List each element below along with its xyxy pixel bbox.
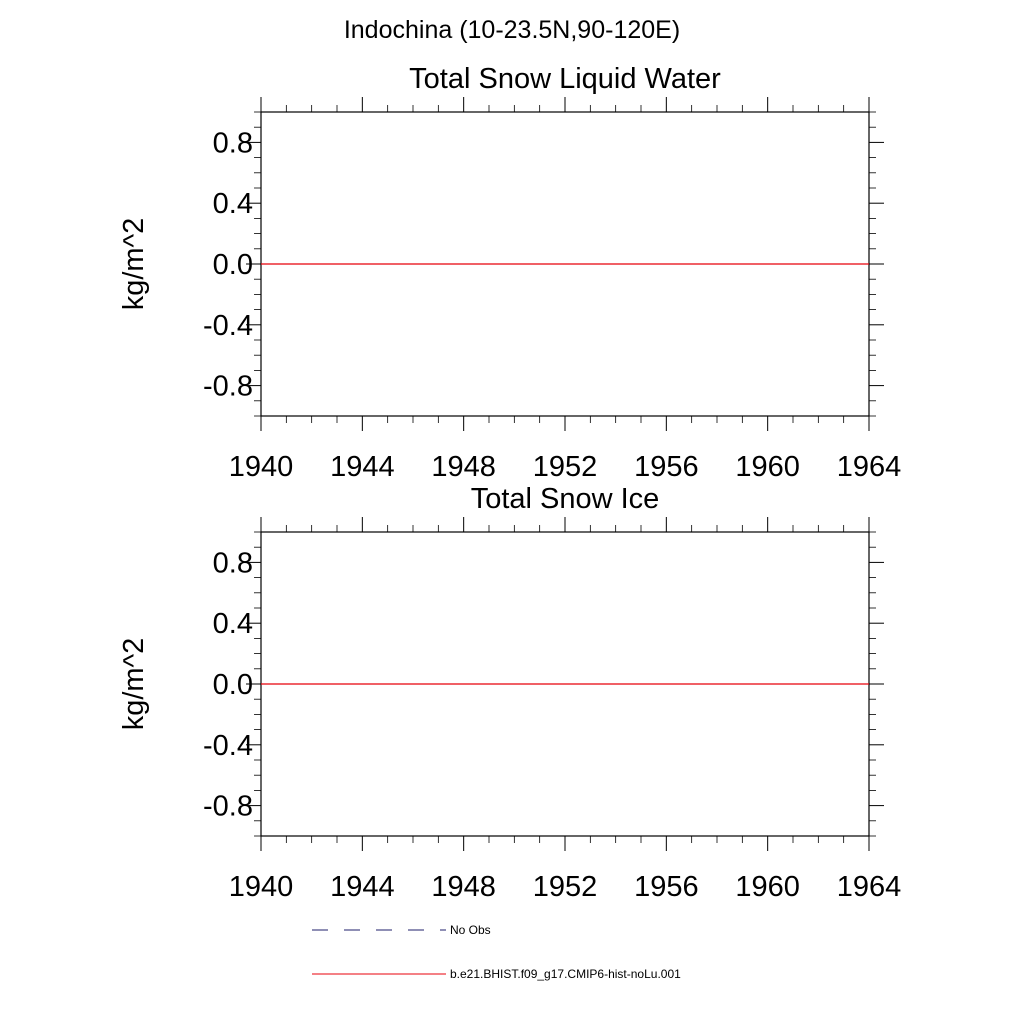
y-tick-label: 0.0 bbox=[213, 249, 253, 281]
x-tick-label: 1944 bbox=[330, 871, 395, 903]
y-tick-label: -0.8 bbox=[203, 791, 253, 823]
y-tick-label: 0.8 bbox=[213, 127, 253, 159]
x-tick-label: 1944 bbox=[330, 451, 395, 483]
x-tick-label: 1940 bbox=[229, 451, 294, 483]
x-tick-label: 1956 bbox=[634, 871, 699, 903]
x-tick-label: 1960 bbox=[735, 871, 800, 903]
x-tick-label: 1964 bbox=[837, 871, 902, 903]
legend: No Obs b.e21.BHIST.f09_g17.CMIP6-hist-no… bbox=[312, 923, 681, 981]
y-tick-label: 0.4 bbox=[213, 188, 253, 220]
panel-snow-liquid-water: Total Snow Liquid Water 1940 1944 1948 1952 1… bbox=[118, 63, 901, 483]
y-tick-label: 0.8 bbox=[213, 547, 253, 579]
y-tick-label: -0.4 bbox=[203, 730, 253, 762]
panel-title: Total Snow Liquid Water bbox=[409, 63, 721, 95]
x-tick-label: 1948 bbox=[431, 451, 496, 483]
y-axis-label: kg/m^2 bbox=[118, 218, 150, 311]
x-tick-label: 1960 bbox=[735, 451, 800, 483]
legend-label-no-obs: No Obs bbox=[450, 923, 491, 937]
panel-snow-ice: Total Snow Ice 1940 1944 1948 1952 1956 1960 19… bbox=[118, 483, 901, 903]
y-tick-label: -0.4 bbox=[203, 310, 253, 342]
x-tick-label: 1948 bbox=[431, 871, 496, 903]
y-tick-label: 0.4 bbox=[213, 608, 253, 640]
y-tick-label: 0.0 bbox=[213, 669, 253, 701]
figure-title: Indochina (10-23.5N,90-120E) bbox=[343, 16, 681, 44]
x-tick-label: 1952 bbox=[533, 451, 598, 483]
legend-label-model: b.e21.BHIST.f09_g17.CMIP6-hist-noLu.001 bbox=[450, 967, 681, 981]
x-tick-label: 1940 bbox=[229, 871, 294, 903]
y-axis-label: kg/m^2 bbox=[118, 638, 150, 731]
y-tick-label: -0.8 bbox=[203, 371, 253, 403]
panel-title: Total Snow Ice bbox=[471, 483, 660, 515]
x-tick-label: 1964 bbox=[837, 451, 902, 483]
x-tick-label: 1956 bbox=[634, 451, 699, 483]
x-tick-label: 1952 bbox=[533, 871, 598, 903]
